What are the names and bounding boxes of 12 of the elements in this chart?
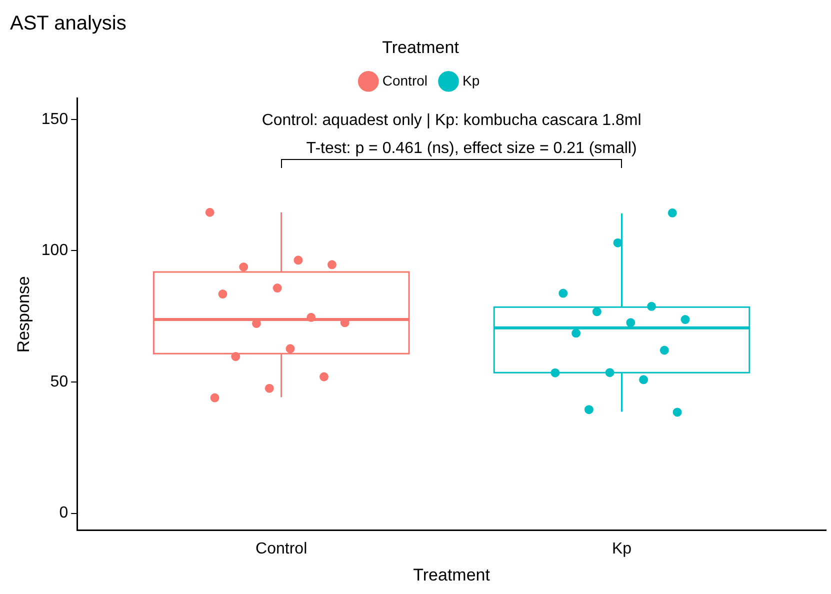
- y-tick-label: 100: [41, 242, 68, 260]
- legend-title: Treatment: [382, 38, 460, 58]
- y-tick-label: 0: [59, 504, 68, 522]
- x-axis-title: Treatment: [413, 565, 490, 584]
- annotation: T-test: p = 0.461 (ns), effect size = 0.21 (small): [306, 140, 637, 157]
- legend-label: Control: [382, 72, 428, 88]
- legend-label: Kp: [462, 72, 480, 88]
- y-axis-title: Response: [14, 276, 33, 353]
- y-tick-label: 50: [50, 373, 68, 390]
- chart-title: AST analysis: [10, 12, 126, 35]
- y-tick-label: 150: [41, 110, 68, 128]
- annotation: Control: aquadest only | Kp: kombucha cascara 1.8ml: [262, 112, 642, 129]
